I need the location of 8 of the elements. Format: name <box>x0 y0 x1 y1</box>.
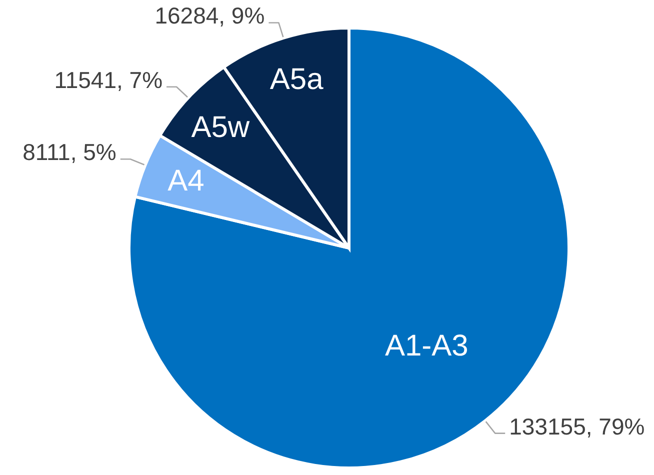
slice-label: A5w <box>191 110 250 144</box>
slice-label: A5a <box>270 62 324 96</box>
data-label: 16284, 9% <box>154 2 265 29</box>
slice-label: A1-A3 <box>384 329 468 362</box>
data-label: 11541, 7% <box>54 66 163 93</box>
slice-label: A4 <box>168 164 204 198</box>
data-label: 8111, 5% <box>22 139 116 166</box>
data-label: 133155, 79% <box>509 413 645 440</box>
